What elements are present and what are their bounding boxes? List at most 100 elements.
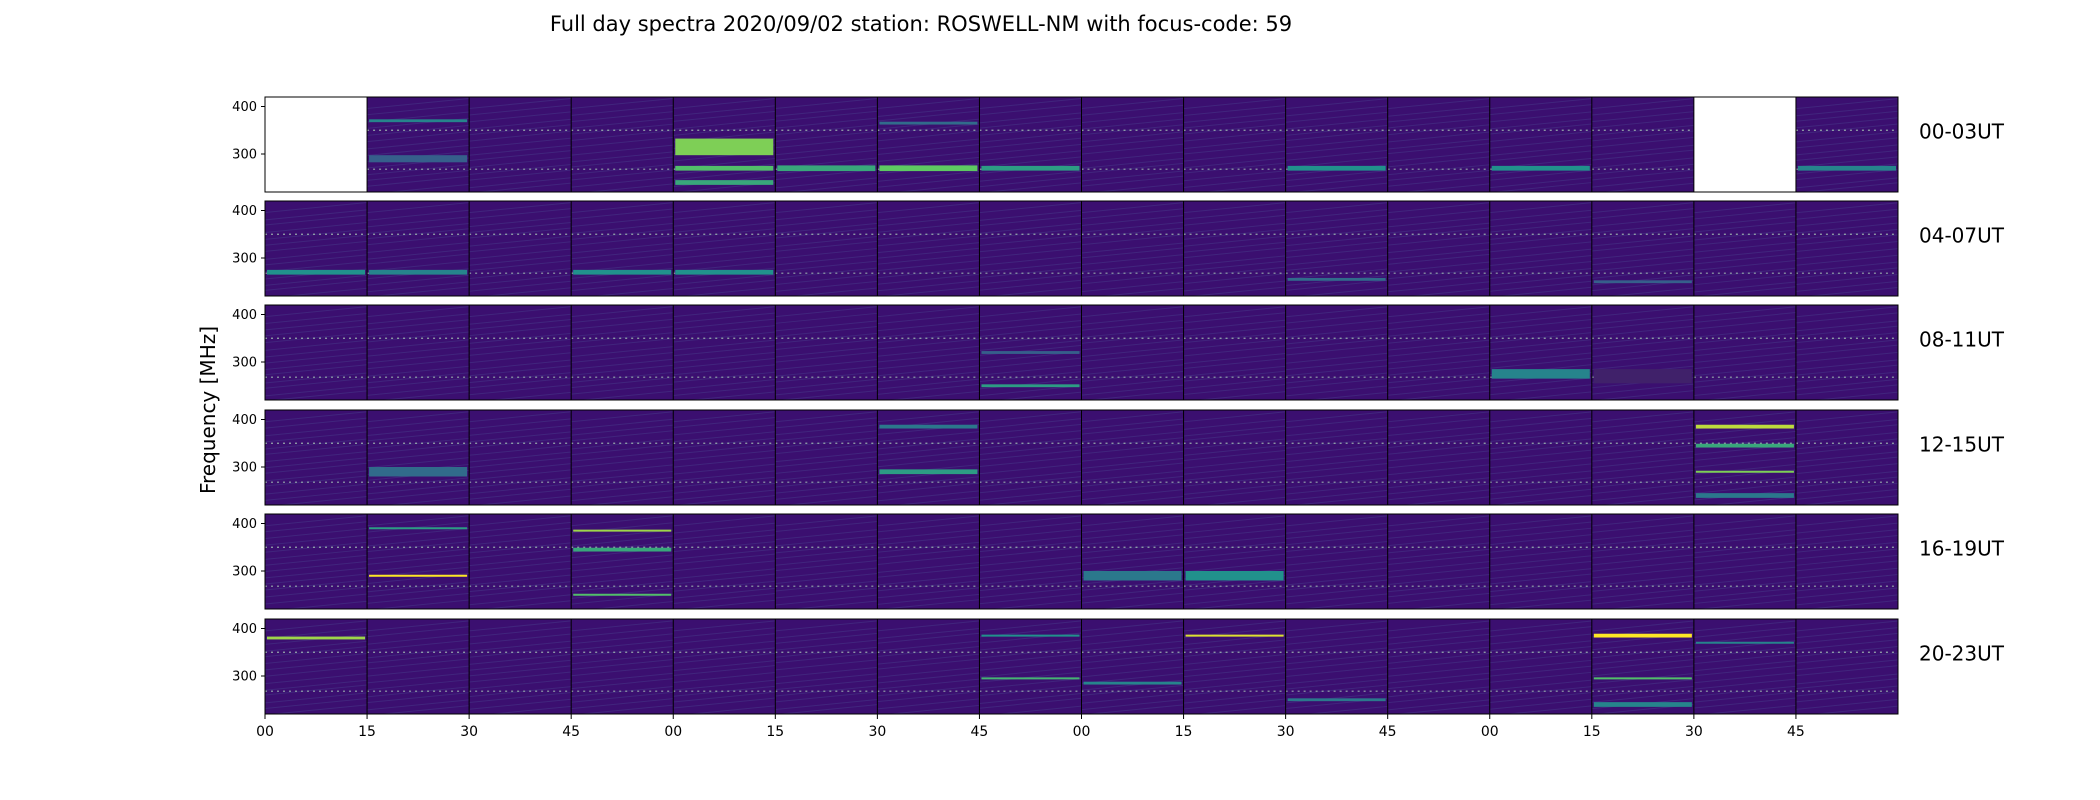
sweep-texture-line (469, 555, 572, 567)
sweep-texture-line (1387, 138, 1490, 150)
sweep-texture-line (877, 658, 980, 670)
sweep-texture-line (673, 463, 776, 475)
sweep-texture-line (1387, 105, 1490, 117)
spectra-row: 400 300 08-11UT (232, 304, 2005, 401)
sweep-texture-line (1591, 560, 1694, 572)
sweep-texture-line (1285, 156, 1388, 168)
sweep-texture-line (1591, 176, 1694, 188)
spectrogram-panel (469, 619, 572, 714)
sweep-texture-line (469, 359, 572, 371)
sweep-texture-line (1387, 521, 1490, 533)
sweep-texture-line (265, 470, 368, 482)
spectrogram-panel (1081, 410, 1184, 505)
sweep-texture-line (979, 482, 1082, 494)
sweep-texture-line (1081, 620, 1184, 632)
sweep-texture-line (1693, 566, 1796, 578)
sweep-texture-line (1591, 248, 1694, 260)
sweep-texture-line (1693, 306, 1796, 318)
sweep-texture-line (1188, 286, 1286, 296)
sweep-texture-line (367, 425, 470, 437)
sweep-texture-line (877, 515, 980, 527)
sweep-texture-line (1387, 345, 1490, 357)
x-axis: 00 15 30 45 00 15 30 45 00 15 30 45 00 15 30 45 (256, 714, 1805, 740)
sweep-texture-line (996, 391, 1082, 400)
signal-band (1185, 634, 1284, 637)
sweep-texture-line (775, 215, 878, 227)
sweep-texture-line (1183, 247, 1286, 259)
sweep-texture-line (1693, 456, 1796, 468)
sweep-texture-line (1591, 144, 1694, 156)
sweep-texture-line (979, 593, 1082, 605)
sweep-texture-line (469, 646, 572, 658)
sweep-texture-line (469, 477, 572, 489)
sweep-texture-line (367, 228, 470, 240)
sweep-texture-line (367, 331, 470, 343)
sweep-texture-line (1183, 672, 1286, 684)
sweep-texture-line (367, 202, 470, 214)
sweep-texture-line (1387, 372, 1490, 384)
sweep-texture-line (265, 417, 368, 429)
sweep-texture-line (1387, 692, 1490, 704)
signal-band (675, 269, 774, 275)
sweep-texture-line (469, 118, 572, 130)
sweep-texture-line (367, 138, 470, 150)
sweep-texture-line (1081, 104, 1184, 116)
sweep-texture-line (367, 242, 470, 254)
sweep-texture-line (1489, 430, 1592, 442)
sweep-texture-line (1489, 255, 1592, 267)
sweep-texture-line (367, 665, 470, 677)
sweep-texture-line (877, 574, 980, 586)
sweep-texture-line (1489, 352, 1592, 364)
sweep-texture-line (469, 488, 572, 500)
signal-band (1695, 424, 1794, 429)
sweep-texture-line (1693, 253, 1796, 265)
sweep-texture-line (775, 456, 878, 468)
sweep-texture-line (1693, 248, 1796, 260)
sweep-texture-line (571, 535, 674, 547)
sweep-texture-line (877, 280, 980, 292)
sweep-texture-line (469, 542, 572, 554)
sweep-texture-line (1285, 515, 1388, 527)
spectrogram-panel (367, 410, 470, 505)
x-tick-label: 15 (1583, 724, 1601, 740)
sweep-texture-line (367, 104, 470, 116)
sweep-texture-line (1489, 319, 1592, 331)
sweep-texture-line (1387, 169, 1490, 181)
sweep-texture-line (1798, 495, 1898, 505)
sweep-texture-line (1285, 202, 1388, 214)
sweep-texture-line (1183, 378, 1286, 390)
sweep-texture-line (469, 137, 572, 149)
sweep-texture-line (265, 673, 368, 685)
sweep-texture-line (1387, 464, 1490, 476)
sweep-texture-line (571, 169, 674, 181)
sweep-texture-line (1795, 659, 1898, 671)
y-tick-label: 400 (232, 204, 257, 219)
sweep-texture-line (1695, 599, 1796, 609)
sweep-texture-line (1489, 123, 1592, 135)
sweep-texture-line (1081, 326, 1184, 338)
sweep-texture-line (1591, 117, 1694, 129)
sweep-texture-line (1489, 221, 1592, 233)
sweep-texture-line (1591, 665, 1694, 677)
sweep-texture-line (469, 633, 572, 645)
sweep-texture-line (1183, 522, 1286, 534)
sweep-texture-line (1591, 228, 1694, 240)
sweep-texture-line (775, 573, 878, 585)
sweep-texture-line (1693, 580, 1796, 592)
sweep-texture-line (1081, 112, 1184, 124)
sweep-texture-line (673, 208, 776, 220)
sweep-texture-line (1489, 581, 1592, 593)
signal-band (1797, 165, 1896, 171)
sweep-texture-line (1081, 554, 1184, 566)
sweep-texture-line (1489, 274, 1592, 286)
sweep-texture-line (877, 678, 980, 690)
sweep-texture-line (877, 620, 980, 632)
sweep-texture-line (1591, 358, 1694, 370)
sweep-texture-line (1285, 451, 1388, 463)
signal-band (981, 384, 1080, 388)
sweep-texture-line (571, 554, 674, 566)
sweep-texture-line (673, 255, 776, 267)
spectrogram-panel (1183, 305, 1286, 400)
sweep-texture-line (1285, 692, 1388, 704)
signal-band (1287, 698, 1386, 702)
